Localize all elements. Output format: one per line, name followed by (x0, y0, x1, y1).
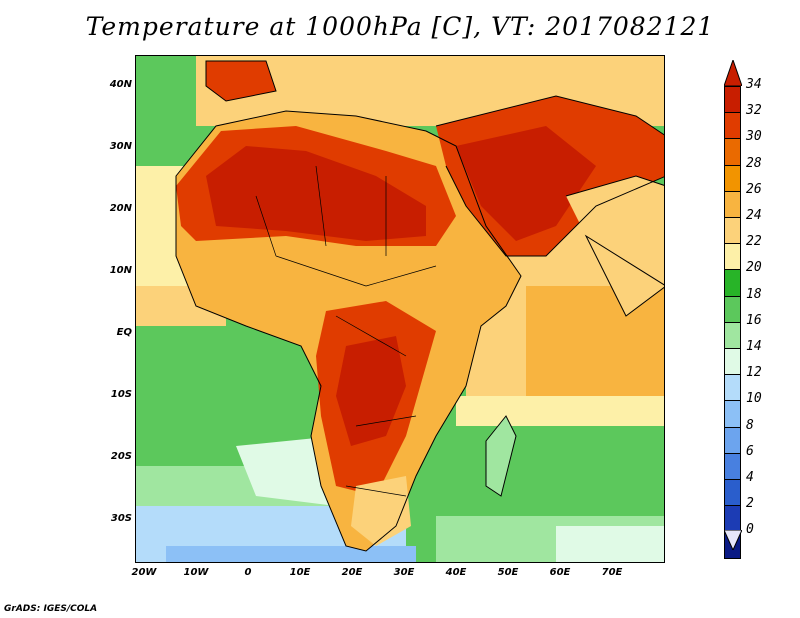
lon-label-50e: 50E (497, 567, 519, 578)
colorbar-label: 2 (746, 496, 754, 512)
temperature-field (136, 56, 664, 562)
colorbar-segment (724, 138, 741, 166)
colorbar-label: 10 (746, 391, 762, 407)
colorbar-label: 26 (746, 181, 762, 197)
colorbar-label: 4 (746, 470, 754, 485)
country-borders (255, 165, 437, 497)
colorbar-segment (724, 217, 741, 245)
arabia-coastline (435, 95, 664, 257)
north-atlantic (136, 56, 196, 166)
colorbar-label: 12 (746, 365, 762, 381)
south-africa-warm (351, 476, 411, 546)
colorbar-label: 0 (746, 522, 754, 538)
africa-coastline (175, 110, 522, 552)
madagascar-coastline (485, 415, 517, 497)
colorbar-segment (724, 400, 741, 428)
colorbar-segment (724, 243, 741, 271)
lat-label-20n: 20N (109, 203, 132, 214)
colorbar-segment (724, 348, 741, 376)
colorbar-segment (724, 112, 741, 140)
colorbar-label: 30 (746, 129, 762, 145)
congo-hottest (336, 336, 406, 446)
madagascar (486, 416, 516, 496)
grads-credit: GrADS: IGES/COLA (4, 604, 98, 614)
colorbar-segment (724, 479, 741, 507)
colorbar-label: 32 (746, 103, 762, 119)
colorbar-label: 6 (746, 443, 754, 459)
lat-label-10n: 10N (109, 265, 132, 276)
india-coastline (565, 175, 664, 317)
iberia-hot (206, 61, 276, 101)
colorbar-segment (724, 164, 741, 192)
colorbar-label: 28 (746, 155, 762, 171)
colorbar-segment (724, 190, 741, 218)
colorbar-label: 18 (746, 286, 762, 302)
colorbar-segment (724, 374, 741, 402)
colorbar-label: 14 (746, 339, 762, 354)
lon-label-20w: 20W (131, 567, 157, 578)
colorbar-label: 24 (746, 208, 762, 223)
sahara-hottest (206, 146, 426, 241)
lat-label-10s: 10S (110, 389, 132, 400)
lon-label-30e: 30E (393, 567, 415, 578)
colorbar-segment (724, 295, 741, 323)
south-indian-cold (556, 526, 664, 562)
temperature-map (135, 55, 665, 563)
colorbar-segment (724, 86, 741, 114)
colorbar-bottom-arrow (724, 530, 742, 550)
colorbar-label: 8 (746, 417, 754, 433)
colorbar-label: 16 (746, 312, 762, 328)
lon-label-20e: 20E (341, 567, 363, 578)
colorbar-top-arrow (724, 60, 742, 86)
colorbar-label: 34 (746, 77, 762, 92)
arabian-sea-warm (526, 286, 664, 416)
iberia-coastline (205, 60, 277, 102)
lat-label-30n: 30N (109, 141, 132, 152)
colorbar-label: 22 (746, 234, 762, 250)
arabia-hottest (456, 126, 596, 241)
lat-label-20s: 20S (110, 451, 132, 462)
lon-label-10e: 10E (289, 567, 311, 578)
lat-label-40n: 40N (109, 79, 132, 90)
colorbar-segment (724, 321, 741, 349)
map-title: Temperature at 1000hPa [C], VT: 20170821… (85, 12, 715, 41)
colorbar-segment (724, 426, 741, 454)
lon-label-60e: 60E (549, 567, 571, 578)
far-south-cold (166, 546, 416, 562)
lat-label-30s: 30S (110, 513, 132, 524)
lon-label-10w: 10W (183, 567, 209, 578)
colorbar-label: 20 (746, 260, 762, 276)
lon-label-70e: 70E (601, 567, 623, 578)
lon-label-0: 0 (244, 567, 252, 578)
benguela-cool (236, 436, 336, 506)
colorbar-segment (724, 269, 741, 297)
lon-label-40e: 40E (445, 567, 467, 578)
colorbar-segment (724, 452, 741, 480)
lat-label-eq: EQ (116, 327, 132, 338)
colorbar-segment (724, 505, 741, 533)
